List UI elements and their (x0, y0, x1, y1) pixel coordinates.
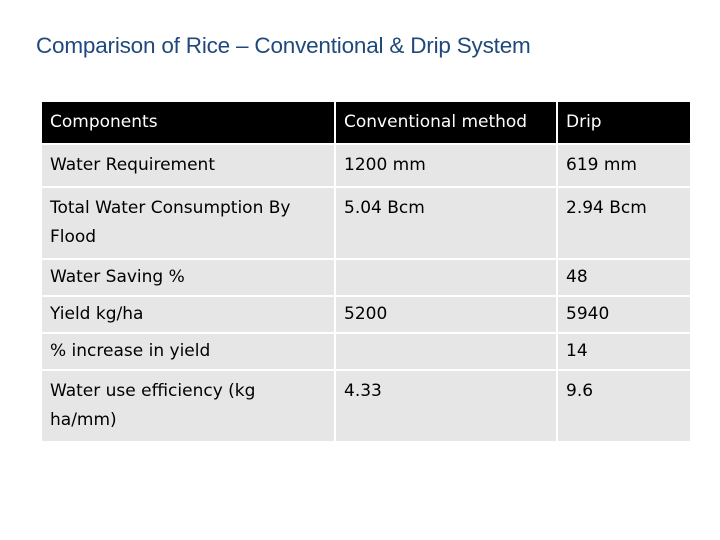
row-label: Yield kg/ha (42, 296, 336, 334)
table-row: % increase in yield 14 (42, 333, 690, 371)
header-components: Components (42, 102, 336, 145)
row-label: Water Requirement (42, 144, 336, 188)
table-row: Yield kg/ha 5200 5940 (42, 296, 690, 334)
conventional-value (335, 259, 558, 297)
conventional-value (335, 333, 558, 371)
slide-title: Comparison of Rice – Conventional & Drip… (36, 33, 531, 58)
drip-value: 2.94 Bcm (557, 187, 690, 260)
table-row: Water Saving % 48 (42, 259, 690, 297)
conventional-value: 4.33 (335, 370, 558, 443)
drip-value: 619 mm (557, 144, 690, 188)
conventional-value: 1200 mm (335, 144, 558, 188)
table-header-row: Components Conventional method Drip (42, 102, 690, 145)
drip-value: 14 (557, 333, 690, 371)
comparison-table: Components Conventional method Drip Wate… (42, 102, 690, 443)
table-row: Water use efficiency (kg ha/mm) 4.33 9.6 (42, 370, 690, 443)
drip-value: 5940 (557, 296, 690, 334)
table-row: Total Water Consumption By Flood 5.04 Bc… (42, 187, 690, 260)
row-label: Water Saving % (42, 259, 336, 297)
row-label: Water use efficiency (kg ha/mm) (42, 370, 336, 443)
header-conventional-method: Conventional method (335, 102, 558, 145)
conventional-value: 5.04 Bcm (335, 187, 558, 260)
drip-value: 48 (557, 259, 690, 297)
header-drip: Drip (557, 102, 690, 145)
conventional-value: 5200 (335, 296, 558, 334)
drip-value: 9.6 (557, 370, 690, 443)
table-row: Water Requirement 1200 mm 619 mm (42, 144, 690, 188)
row-label: Total Water Consumption By Flood (42, 187, 336, 260)
row-label: % increase in yield (42, 333, 336, 371)
